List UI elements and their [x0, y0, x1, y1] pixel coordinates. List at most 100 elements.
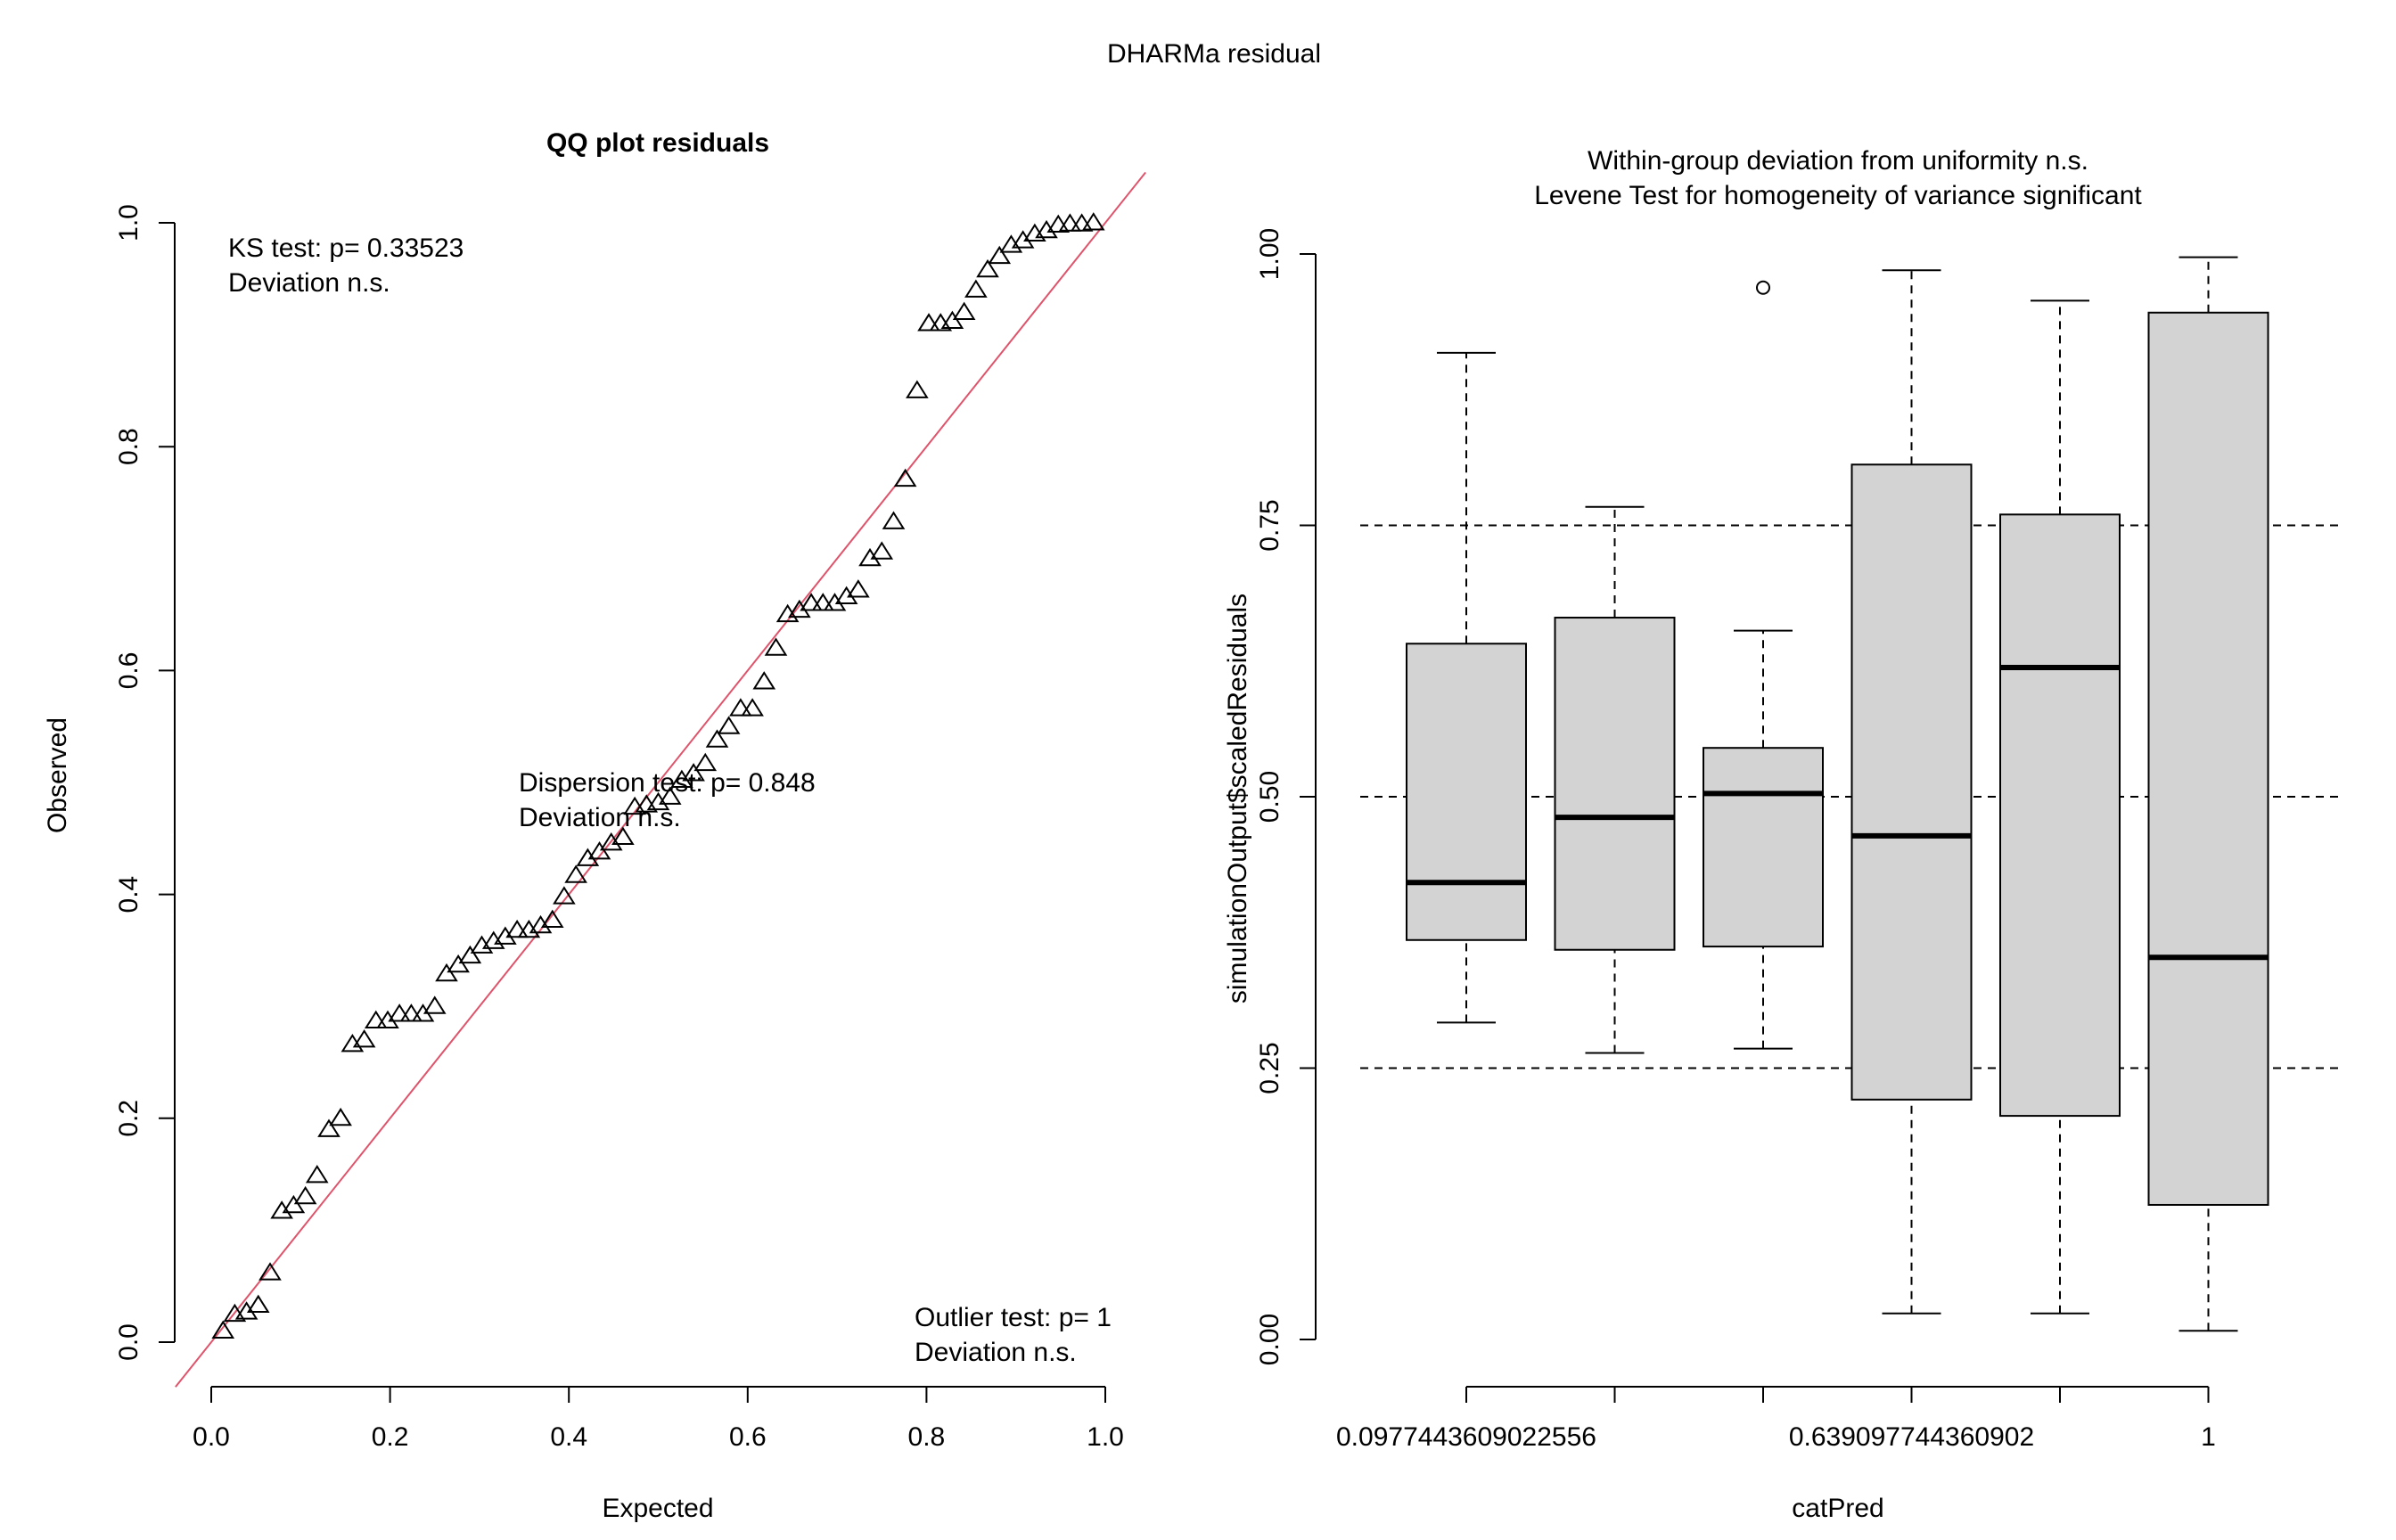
qq-point: [752, 671, 776, 690]
qq-y-tick-label: 0.0: [114, 1323, 144, 1361]
qq-plot-title: QQ plot residuals: [546, 128, 769, 158]
qq-point: [705, 729, 729, 748]
qq-point: [1035, 219, 1058, 239]
qq-point: [811, 593, 835, 611]
qq-y-tick-label: 0.2: [114, 1100, 144, 1137]
qq-point: [717, 716, 741, 734]
qq-point: [788, 599, 811, 618]
qq-point: [364, 1010, 388, 1029]
qq-point: [858, 547, 882, 567]
boxplot-y-tick-label: 0.50: [1255, 771, 1284, 823]
boxplot-x-axis-label: catPred: [1792, 1494, 1883, 1523]
boxplot-y-tick-label: 0.75: [1255, 499, 1284, 551]
qq-x-axis-label: Expected: [602, 1494, 713, 1523]
qq-point: [964, 279, 988, 298]
qq-y-tick-label: 0.6: [114, 652, 144, 690]
boxplot-box: [1703, 747, 1824, 948]
qq-point: [893, 468, 917, 487]
qq-point: [376, 1010, 399, 1029]
boxplot-box: [1999, 513, 2121, 1118]
qq-point: [670, 769, 693, 788]
boxplot-y-tick-label: 1.00: [1255, 228, 1284, 280]
dispersion-test-label: Dispersion test: p= 0.848: [519, 768, 816, 798]
boxplot-y-tick-label: 0.25: [1255, 1042, 1284, 1094]
qq-point: [834, 586, 858, 605]
qq-point: [599, 831, 623, 851]
qq-point: [540, 909, 564, 928]
qq-point: [988, 245, 1012, 265]
boxplot-panel: Within-group deviation from uniformity n…: [1223, 146, 2340, 1523]
boxplot-x-tick-label: 0.0977443609022556: [1336, 1422, 1596, 1452]
qq-point: [352, 1029, 376, 1048]
qq-point: [1046, 214, 1071, 233]
qq-point: [952, 301, 976, 320]
qq-point: [1058, 213, 1082, 232]
qq-x-tick-label: 0.6: [729, 1422, 767, 1452]
qq-point: [494, 926, 517, 945]
qq-point: [435, 962, 458, 982]
qq-plot-panel: QQ plot residuals Expected Observed KS t…: [43, 128, 1146, 1523]
qq-point: [388, 1003, 411, 1022]
boxplot-box: [2147, 311, 2269, 1206]
qq-point: [234, 1301, 258, 1320]
qq-x-tick-label: 0.0: [193, 1422, 230, 1452]
qq-y-tick-label: 0.8: [114, 428, 144, 465]
qq-point: [258, 1262, 282, 1281]
qq-point: [906, 380, 929, 398]
qq-point: [317, 1118, 341, 1137]
figure-title: DHARMa residual: [1107, 39, 1321, 69]
boxplot-subtitle: Levene Test for homogeneity of variance …: [1534, 181, 2142, 210]
qq-point: [682, 763, 705, 782]
qq-point: [329, 1107, 352, 1126]
qq-point: [1011, 230, 1035, 249]
qq-point: [447, 954, 470, 973]
qq-point: [693, 752, 718, 772]
boxplot-y-axis-label: simulationOutput$scaledResiduals: [1223, 594, 1252, 1003]
qq-point: [305, 1164, 329, 1184]
ks-test-label: KS test: p= 0.33523: [228, 233, 464, 263]
qq-point: [399, 1003, 423, 1022]
qq-point: [729, 698, 752, 717]
boxplot-outlier: [1756, 280, 1770, 295]
ks-deviation-label: Deviation n.s.: [228, 268, 390, 298]
qq-point: [823, 593, 847, 611]
outlier-test-label: Outlier test: p= 1: [915, 1303, 1112, 1332]
boxplot-box: [1554, 617, 1676, 951]
boxplot-box: [1850, 463, 1973, 1101]
qq-reference-line: [175, 171, 1146, 1388]
qq-point: [847, 579, 870, 598]
qq-point: [505, 919, 529, 938]
outlier-deviation-label: Deviation n.s.: [915, 1338, 1077, 1367]
qq-point: [870, 541, 894, 560]
qq-point: [611, 826, 635, 846]
qq-point: [587, 840, 611, 860]
qq-point: [976, 258, 999, 278]
qq-point: [576, 848, 600, 866]
qq-point: [882, 511, 906, 529]
qq-y-tick-label: 1.0: [114, 204, 144, 242]
qq-point: [211, 1320, 235, 1339]
qq-point: [282, 1194, 306, 1214]
boxplot-y-tick-label: 0.00: [1255, 1314, 1284, 1365]
qq-x-tick-label: 0.8: [908, 1422, 946, 1452]
qq-y-tick-label: 0.4: [114, 876, 144, 913]
boxplot-title: Within-group deviation from uniformity n…: [1588, 146, 2088, 176]
boxplot-x-tick-label: 0.639097744360902: [1789, 1422, 2034, 1452]
qq-point: [423, 995, 447, 1014]
qq-point: [270, 1200, 293, 1219]
qq-x-tick-label: 1.0: [1087, 1422, 1124, 1452]
qq-point: [458, 945, 482, 964]
qq-point: [917, 313, 940, 332]
qq-point: [529, 914, 553, 934]
boxplot-x-tick-label: 1: [2201, 1422, 2216, 1452]
qq-point: [800, 593, 823, 611]
boxplot-box: [1406, 643, 1527, 941]
qq-point: [646, 791, 670, 811]
qq-point: [658, 786, 682, 805]
qq-point: [1070, 213, 1094, 232]
qq-point: [564, 864, 587, 883]
qq-point: [741, 698, 764, 717]
qq-x-tick-label: 0.4: [550, 1422, 587, 1452]
